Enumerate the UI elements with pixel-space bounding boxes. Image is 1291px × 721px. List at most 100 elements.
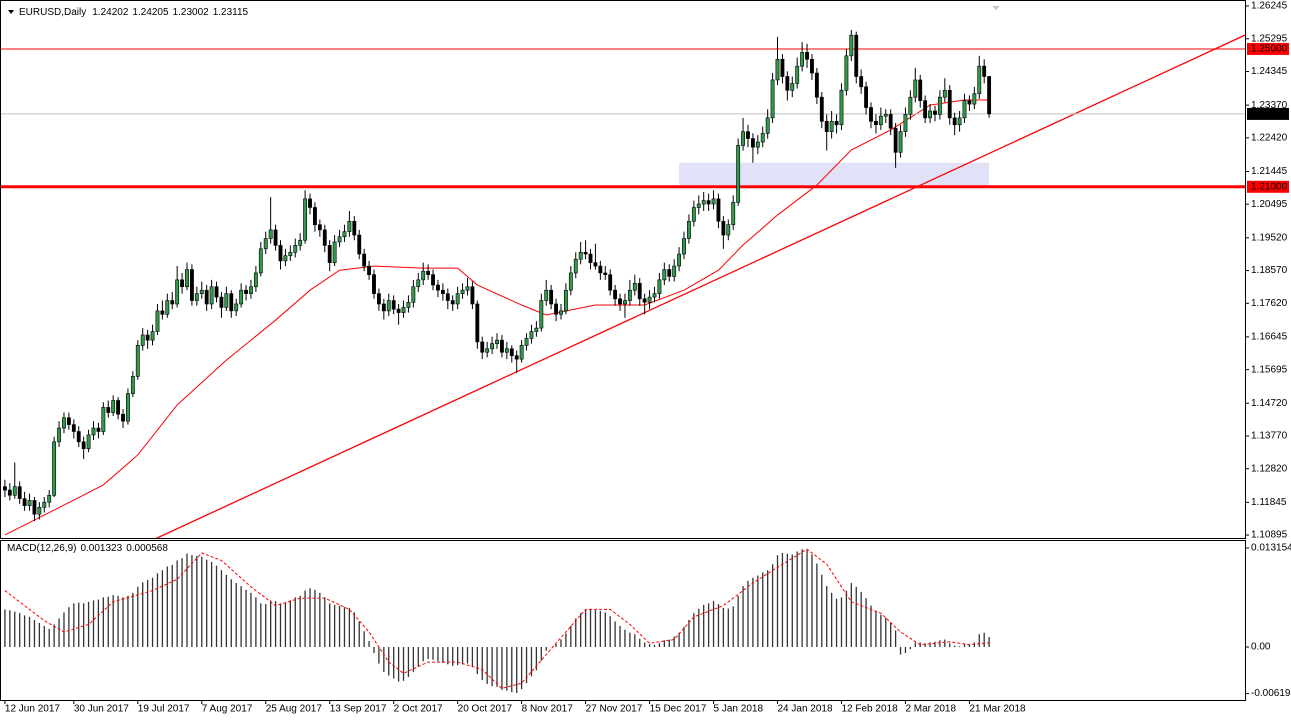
- candle-body: [805, 52, 809, 60]
- candle-body: [32, 500, 37, 515]
- y-tick-label: 1.24345: [1251, 66, 1288, 77]
- candle-body: [534, 327, 539, 332]
- y-tick-label: 0.013154: [1251, 543, 1291, 554]
- candle-body: [258, 248, 263, 274]
- candle-body: [42, 501, 47, 508]
- candle-body: [445, 293, 450, 301]
- candle-body: [810, 58, 814, 74]
- candle-body: [436, 284, 440, 291]
- candle-body: [972, 93, 977, 105]
- candle-body: [613, 289, 618, 300]
- candle-body: [170, 300, 175, 305]
- candle-body: [716, 198, 721, 222]
- candle-body: [839, 89, 844, 126]
- candle-body: [490, 343, 495, 350]
- candle-body: [731, 202, 736, 226]
- candle-body: [987, 76, 992, 115]
- level-tag: [1247, 42, 1289, 55]
- candle-body: [76, 431, 81, 443]
- candle-body: [47, 494, 52, 503]
- candle-body: [908, 96, 913, 115]
- y-tick-label: 1.22420: [1251, 133, 1288, 144]
- header-low: 1.23002: [173, 7, 210, 18]
- candle-body: [529, 331, 534, 339]
- candle-body: [918, 79, 923, 101]
- x-tick-label: 13 Sep 2017: [330, 704, 387, 715]
- candle-body: [746, 131, 750, 139]
- candle-body: [140, 334, 145, 346]
- candle-body: [539, 300, 544, 329]
- candle-body: [273, 229, 278, 246]
- price-tag-label: 1.23115: [1251, 109, 1287, 120]
- candle-body: [357, 234, 362, 255]
- candle-body: [923, 100, 928, 119]
- candle-body: [22, 498, 27, 506]
- zone: [679, 162, 990, 186]
- y-tick-label: 1.15695: [1251, 364, 1288, 375]
- candle-body: [559, 310, 563, 315]
- candle-body: [982, 65, 987, 77]
- candle-body: [509, 348, 514, 356]
- candle-body: [293, 245, 298, 253]
- candle-body: [322, 229, 327, 246]
- candle-body: [460, 289, 465, 294]
- candle-body: [603, 272, 608, 275]
- x-tick-label: 24 Jan 2018: [778, 704, 833, 715]
- candle-body: [180, 279, 184, 288]
- candle-body: [52, 441, 57, 496]
- x-tick-label: 2 Mar 2018: [905, 704, 956, 715]
- candle-body: [642, 298, 647, 303]
- candle-body: [662, 269, 667, 281]
- candle-body: [519, 345, 524, 360]
- signal-line: [4, 548, 990, 689]
- candle-body: [573, 258, 578, 274]
- candle-body: [209, 286, 214, 305]
- y-tick-label: 1.19520: [1251, 232, 1288, 243]
- candle-body: [598, 265, 603, 274]
- candle-body: [288, 251, 293, 257]
- candle-body: [790, 83, 795, 91]
- candle-body: [893, 127, 898, 153]
- candle-body: [869, 107, 873, 122]
- macd-title: MACD(12,26,9): [7, 543, 76, 554]
- candle-body: [249, 286, 253, 294]
- candle-body: [253, 272, 258, 288]
- candle-body: [381, 303, 386, 312]
- x-tick-label: 19 Jul 2017: [138, 704, 190, 715]
- candle-body: [66, 417, 71, 425]
- candle-body: [421, 270, 426, 281]
- trendline: [155, 34, 1245, 538]
- candle-body: [416, 279, 421, 288]
- y-tick-label: 1.13770: [1251, 431, 1288, 442]
- candle-body: [583, 251, 588, 255]
- candle-body: [524, 338, 529, 346]
- candle-body: [554, 303, 558, 315]
- candle-body: [760, 133, 765, 143]
- candle-body: [726, 224, 731, 236]
- y-tick-label: 1.25295: [1251, 33, 1288, 44]
- candle-body: [229, 293, 234, 312]
- header-open: 1.24202: [92, 7, 129, 18]
- candle-body: [549, 289, 554, 305]
- candle-body: [563, 289, 568, 312]
- candle-body: [755, 141, 760, 148]
- candle-body: [86, 434, 91, 450]
- candle-body: [883, 114, 888, 117]
- candle-body: [332, 241, 337, 263]
- candle-body: [593, 262, 598, 267]
- candle-body: [308, 198, 312, 208]
- header-high: 1.24205: [132, 7, 169, 18]
- candle-body: [189, 269, 194, 301]
- y-tick-label: 1.11845: [1251, 497, 1287, 508]
- candle-body: [632, 283, 637, 291]
- candle-body: [367, 265, 371, 275]
- candle-body: [962, 100, 967, 119]
- candle-body: [101, 407, 106, 432]
- candle-body: [859, 76, 864, 88]
- candle-body: [942, 89, 947, 98]
- candle-body: [165, 300, 170, 315]
- candle-body: [160, 310, 165, 315]
- moving-average: [4, 99, 990, 536]
- y-tick-label: 1.16645: [1251, 332, 1288, 343]
- candle-body: [81, 441, 86, 450]
